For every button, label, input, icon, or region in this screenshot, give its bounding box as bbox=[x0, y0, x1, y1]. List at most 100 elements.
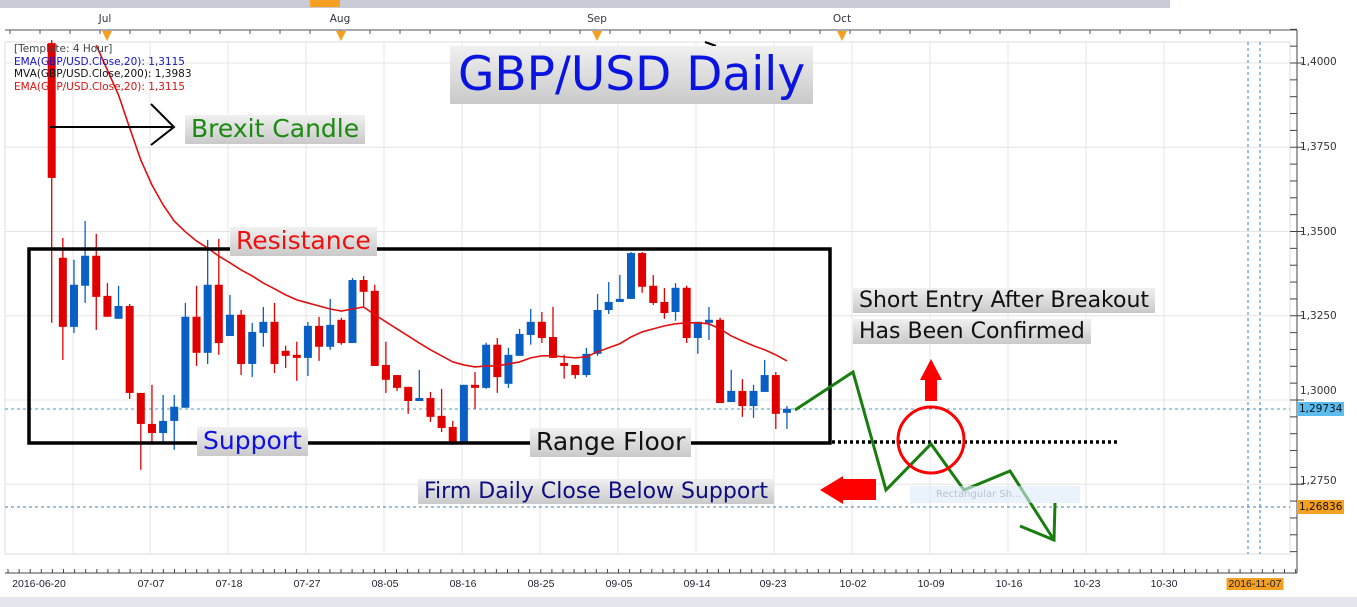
x-tick-label: 09-05 bbox=[605, 578, 633, 590]
legend-mva: MVA(GBP/USD.Close,200): 1,3983 bbox=[14, 68, 192, 80]
x-tick-label: 08-16 bbox=[449, 578, 477, 590]
candle-up bbox=[170, 406, 179, 421]
candle-up bbox=[159, 420, 168, 434]
candle-up bbox=[671, 287, 680, 313]
candle-up bbox=[326, 324, 335, 347]
candle-up bbox=[615, 298, 624, 302]
candle-down bbox=[393, 375, 402, 388]
brexit-arrow-head bbox=[150, 103, 176, 146]
x-tick-label: 10-09 bbox=[917, 578, 945, 590]
chart-title: GBP/USD Daily bbox=[450, 46, 814, 105]
candle-up bbox=[248, 331, 257, 364]
candle-down bbox=[537, 321, 546, 338]
candle-up bbox=[693, 321, 702, 338]
drawing-tooltip: Rectangular Sh... bbox=[910, 486, 1080, 503]
candle-down bbox=[337, 319, 346, 344]
candle-down bbox=[571, 364, 580, 376]
x-tick-label: 2016-06-20 bbox=[12, 578, 66, 590]
projected-path-arrow bbox=[794, 369, 1056, 541]
candle-down bbox=[370, 290, 379, 366]
month-marker-aug bbox=[336, 31, 346, 41]
x-tick-label: 10-23 bbox=[1073, 578, 1101, 590]
candle-up bbox=[203, 284, 212, 353]
candle-up bbox=[504, 354, 513, 384]
candle-down bbox=[560, 362, 569, 366]
y-tick-label: 1,2750 bbox=[1300, 475, 1337, 487]
candle-down bbox=[125, 305, 134, 393]
x-tick-label: 10-02 bbox=[839, 578, 867, 590]
candle-down bbox=[493, 344, 502, 378]
candle-down bbox=[437, 415, 446, 428]
candle-down bbox=[214, 284, 223, 344]
month-marker-sep bbox=[592, 31, 602, 41]
candle-down bbox=[270, 321, 279, 364]
x-tick-label: 09-23 bbox=[759, 578, 787, 590]
firm-close-label: Firm Daily Close Below Support bbox=[418, 479, 774, 505]
candle-up bbox=[760, 375, 769, 392]
scrollbar-thumb[interactable] bbox=[310, 0, 340, 7]
candle-up bbox=[727, 390, 736, 403]
candle-down bbox=[92, 255, 101, 297]
candle-down bbox=[771, 375, 780, 414]
candle-down bbox=[237, 314, 246, 364]
x-tick-label: 08-25 bbox=[527, 578, 555, 590]
current-price-tag: 1,29734 bbox=[1297, 402, 1345, 416]
legend-ema-blue: EMA(GBP/USD.Close,20): 1,3115 bbox=[14, 55, 185, 68]
candle-up bbox=[259, 321, 268, 333]
left-arrow-icon bbox=[820, 476, 876, 504]
breakout-circle bbox=[896, 405, 966, 475]
candle-up bbox=[303, 325, 312, 358]
candle-up bbox=[459, 384, 468, 443]
x-tick-label: 10-30 bbox=[1150, 578, 1178, 590]
candle-up bbox=[114, 305, 123, 319]
month-label-jul: Jul bbox=[98, 13, 112, 25]
range-box bbox=[27, 247, 832, 445]
y-tick-label: 1,4000 bbox=[1300, 56, 1337, 68]
bottom-bar bbox=[0, 597, 1357, 607]
candle-up bbox=[515, 333, 524, 356]
legend-template: [Template: 4 Hour] bbox=[14, 43, 113, 55]
x-tick-label: 09-14 bbox=[683, 578, 711, 590]
x-tick-label: 10-16 bbox=[995, 578, 1023, 590]
x-tick-label: 07-27 bbox=[293, 578, 321, 590]
short-entry-label-line1: Short Entry After Breakout bbox=[853, 288, 1156, 314]
x-tick-label: 08-05 bbox=[371, 578, 399, 590]
candle-down bbox=[716, 319, 725, 404]
candle-down bbox=[649, 285, 658, 303]
plot-frame bbox=[4, 41, 1291, 555]
candle-up bbox=[181, 316, 190, 408]
month-marker-jul bbox=[102, 31, 112, 41]
projected-path-arrowhead bbox=[1019, 502, 1057, 543]
month-label-sep: Sep bbox=[587, 13, 607, 25]
candle-down bbox=[549, 336, 557, 358]
candle-down bbox=[381, 364, 390, 380]
candle-down bbox=[281, 350, 290, 356]
candle-up bbox=[593, 310, 602, 354]
legend-ema-red: EMA(GBP/USD.Close,20): 1,3115 bbox=[14, 80, 185, 93]
candle-down bbox=[292, 354, 301, 358]
candle-up bbox=[782, 408, 791, 413]
x-tick-label: 07-07 bbox=[137, 578, 165, 590]
month-marker-oct bbox=[837, 31, 847, 41]
support-label: Support bbox=[197, 426, 308, 456]
up-arrow-icon bbox=[920, 359, 942, 401]
candle-down bbox=[660, 301, 669, 314]
candle-down bbox=[47, 43, 56, 178]
range-floor-label: Range Floor bbox=[530, 427, 692, 457]
y-tick-label: 1,3500 bbox=[1300, 226, 1337, 238]
candle-up bbox=[749, 390, 758, 407]
y-tick-label: 1,3250 bbox=[1300, 310, 1337, 322]
indicator-legend: [Template: 4 Hour] EMA(GBP/USD.Close,20)… bbox=[14, 43, 192, 93]
candle-up bbox=[704, 319, 713, 323]
candle-down bbox=[471, 384, 480, 388]
candle-up bbox=[415, 397, 424, 402]
candle-down bbox=[426, 397, 435, 417]
month-label-oct: Oct bbox=[832, 13, 852, 25]
candle-down bbox=[359, 280, 368, 292]
x-tick-label: 07-18 bbox=[215, 578, 243, 590]
horizontal-scrollbar[interactable] bbox=[0, 0, 1170, 8]
candle-up bbox=[626, 253, 635, 299]
drawing-stroke bbox=[704, 41, 717, 47]
x-tick-label: 2016-11-07 bbox=[1226, 578, 1284, 590]
